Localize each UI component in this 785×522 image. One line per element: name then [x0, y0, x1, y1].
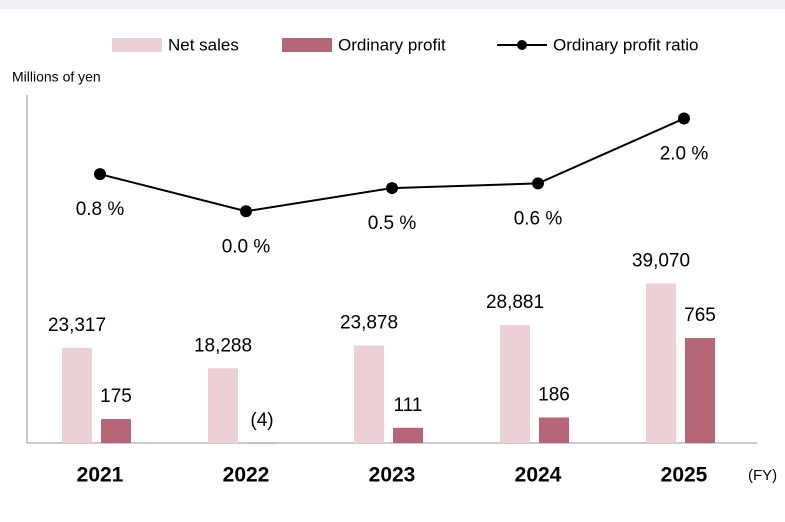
x-tick-label: 2021 [77, 464, 124, 487]
legend-swatch [112, 38, 162, 52]
legend-label: Ordinary profit ratio [553, 35, 699, 54]
line-value-label: 0.0 % [222, 236, 271, 257]
line-point [678, 112, 690, 125]
x-tick-label: 2024 [515, 464, 562, 487]
legend-label: Net sales [168, 35, 239, 54]
bar [62, 347, 92, 443]
bar [247, 443, 277, 444]
bar-value-label: 39,070 [632, 250, 690, 271]
top-band [0, 0, 785, 9]
bar [208, 368, 238, 443]
bar [354, 345, 384, 443]
line-point [94, 168, 106, 181]
bar [101, 418, 131, 443]
x-tick-label: 2025 [661, 464, 708, 487]
legend-swatch [282, 38, 332, 52]
legend-dot [517, 40, 527, 50]
bar-value-label: 18,288 [194, 335, 252, 356]
line-point [240, 205, 252, 218]
line [99, 117, 685, 213]
bar-value-label: (4) [250, 410, 273, 431]
legend-label: Ordinary profit [338, 35, 446, 54]
bar [646, 283, 676, 443]
bar-value-label: 175 [100, 386, 132, 407]
x-tick-label: 2022 [223, 464, 270, 487]
line-point [532, 177, 544, 190]
line-value-label: 2.0 % [660, 144, 709, 165]
bar [539, 417, 569, 443]
bar [685, 338, 715, 443]
line-value-label: 0.5 % [368, 213, 417, 234]
line-value-label: 0.8 % [76, 199, 125, 220]
bar-value-label: 23,878 [340, 313, 398, 334]
y-axis-label: Millions of yen [12, 69, 101, 85]
bar-value-label: 111 [394, 395, 423, 416]
line-point [386, 182, 398, 195]
line-value-label: 0.6 % [514, 208, 563, 229]
bar [393, 427, 423, 443]
bar-value-label: 28,881 [486, 292, 544, 313]
x-axis-label: (FY) [748, 467, 777, 484]
bar [500, 325, 530, 443]
x-tick-label: 2023 [369, 464, 416, 487]
bar-value-label: 23,317 [48, 315, 106, 336]
bar-value-label: 765 [684, 305, 716, 326]
bar-value-label: 186 [538, 384, 570, 405]
